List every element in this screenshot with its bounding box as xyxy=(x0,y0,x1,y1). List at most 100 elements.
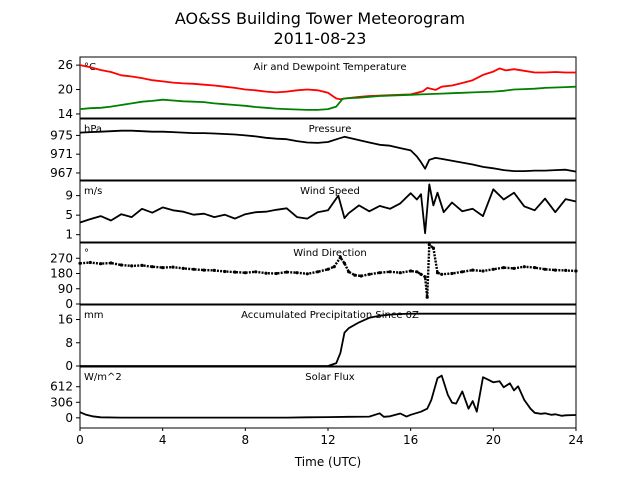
wind-speed-series-0 xyxy=(79,183,577,235)
pressure-ytick-label: 975 xyxy=(50,128,73,142)
solar-flux-ytick-label: 306 xyxy=(50,395,73,409)
wind-speed-unit: m/s xyxy=(84,186,102,197)
precipitation-panel: Accumulated Precipitation Since 0Z mm 0 8 16 xyxy=(58,304,577,373)
temperature-ytick-label: 14 xyxy=(58,107,73,121)
temperature-series-0 xyxy=(79,64,576,101)
wind-direction-point xyxy=(150,265,154,269)
wind-direction-ytick-label: 90 xyxy=(58,282,73,296)
wind-direction-point xyxy=(119,263,123,267)
temperature-title: Air and Dewpoint Temperature xyxy=(254,62,407,73)
pressure-ytick-label: 971 xyxy=(50,147,73,161)
wind-direction-point xyxy=(305,272,309,276)
wind-direction-point xyxy=(440,272,444,276)
wind-direction-point xyxy=(264,271,268,275)
wind-direction-point xyxy=(425,295,429,299)
wind-direction-point xyxy=(161,266,165,270)
precipitation-unit: mm xyxy=(84,310,103,321)
wind-direction-point xyxy=(388,270,392,274)
wind-direction-point xyxy=(533,266,537,270)
wind-direction-point xyxy=(450,271,454,276)
wind-direction-point xyxy=(353,273,357,277)
solar-flux-ytick-label: 0 xyxy=(65,411,73,425)
wind-direction-point xyxy=(78,261,82,265)
wind-direction-ytick-label: 0 xyxy=(65,297,73,311)
temperature-series-1 xyxy=(79,85,577,111)
wind-direction-point xyxy=(359,274,363,278)
wind-direction-point xyxy=(332,265,336,269)
wind-direction-point xyxy=(378,271,382,275)
wind-direction-point xyxy=(202,268,206,272)
precipitation-ytick-label: 0 xyxy=(65,359,73,373)
x-tick-label: 12 xyxy=(320,433,335,447)
x-tick-label: 20 xyxy=(486,433,501,447)
pressure-plot-area xyxy=(79,118,577,181)
wind-direction-point xyxy=(140,263,144,267)
pressure-unit: hPa xyxy=(84,124,102,135)
wind-direction-point xyxy=(223,269,227,274)
wind-direction-point xyxy=(427,243,431,247)
wind-direction-point xyxy=(181,266,185,270)
wind-direction-point xyxy=(431,246,435,250)
temperature-ytick-label: 20 xyxy=(58,83,73,97)
pressure-series-0 xyxy=(79,129,577,173)
wind-direction-point xyxy=(543,267,547,271)
solar-flux-unit: W/m^2 xyxy=(84,372,122,383)
wind-direction-ytick-label: 180 xyxy=(50,267,73,281)
wind-direction-point xyxy=(254,270,258,274)
wind-direction-point xyxy=(316,270,320,274)
figure-subtitle: 2011-08-23 xyxy=(274,29,367,48)
wind-speed-panel: Wind Speed m/s 1 5 9 xyxy=(65,180,577,245)
wind-direction-point xyxy=(109,261,113,265)
pressure-title: Pressure xyxy=(309,124,352,135)
wind-direction-point xyxy=(295,271,299,275)
pressure-panel: Pressure hPa 967 971 975 xyxy=(50,118,577,183)
solar-flux-series-0 xyxy=(79,374,577,419)
precipitation-title: Accumulated Precipitation Since 0Z xyxy=(241,310,419,321)
wind-direction-point xyxy=(285,270,289,274)
wind-direction-point xyxy=(347,270,351,274)
wind-direction-point xyxy=(471,268,475,272)
wind-direction-unit: ° xyxy=(84,248,89,259)
wind-direction-point xyxy=(415,270,419,274)
wind-direction-point xyxy=(367,272,371,276)
pressure-ytick-label: 967 xyxy=(50,166,73,180)
wind-direction-point xyxy=(233,270,237,274)
x-tick-label: 0 xyxy=(76,433,84,447)
temperature-ytick-label: 26 xyxy=(58,58,73,72)
x-tick-label: 24 xyxy=(568,433,583,447)
precipitation-plot-area xyxy=(79,304,577,367)
wind-direction-title: Wind Direction xyxy=(293,248,367,259)
wind-direction-point xyxy=(553,268,557,272)
wind-direction-point xyxy=(342,261,347,265)
wind-direction-point xyxy=(171,265,175,269)
wind-direction-point xyxy=(398,271,402,275)
x-tick-label: 8 xyxy=(242,433,250,447)
wind-direction-point xyxy=(192,267,196,271)
figure-title: AO&SS Building Tower Meteorogram xyxy=(175,9,465,28)
x-tick-label: 4 xyxy=(159,433,167,447)
wind-direction-point xyxy=(522,265,526,269)
temperature-plot-area xyxy=(79,56,577,119)
x-axis-label: Time (UTC) xyxy=(294,455,361,469)
precipitation-ytick-label: 8 xyxy=(65,336,73,350)
wind-direction-point xyxy=(564,268,568,272)
wind-speed-ytick-label: 9 xyxy=(65,189,73,203)
wind-direction-point xyxy=(130,264,134,268)
wind-direction-point xyxy=(326,267,330,271)
precipitation-series-0 xyxy=(80,312,576,367)
wind-direction-point xyxy=(99,262,103,266)
wind-direction-point xyxy=(435,271,440,275)
wind-direction-point xyxy=(481,269,485,273)
wind-direction-ytick-label: 270 xyxy=(50,251,73,265)
wind-direction-point xyxy=(243,271,247,275)
wind-direction-series-0 xyxy=(79,242,577,298)
wind-speed-ytick-label: 1 xyxy=(65,228,73,242)
wind-direction-point xyxy=(212,268,216,272)
wind-direction-point xyxy=(409,269,413,273)
wind-direction-point xyxy=(512,266,516,270)
wind-speed-ytick-label: 5 xyxy=(65,208,73,222)
